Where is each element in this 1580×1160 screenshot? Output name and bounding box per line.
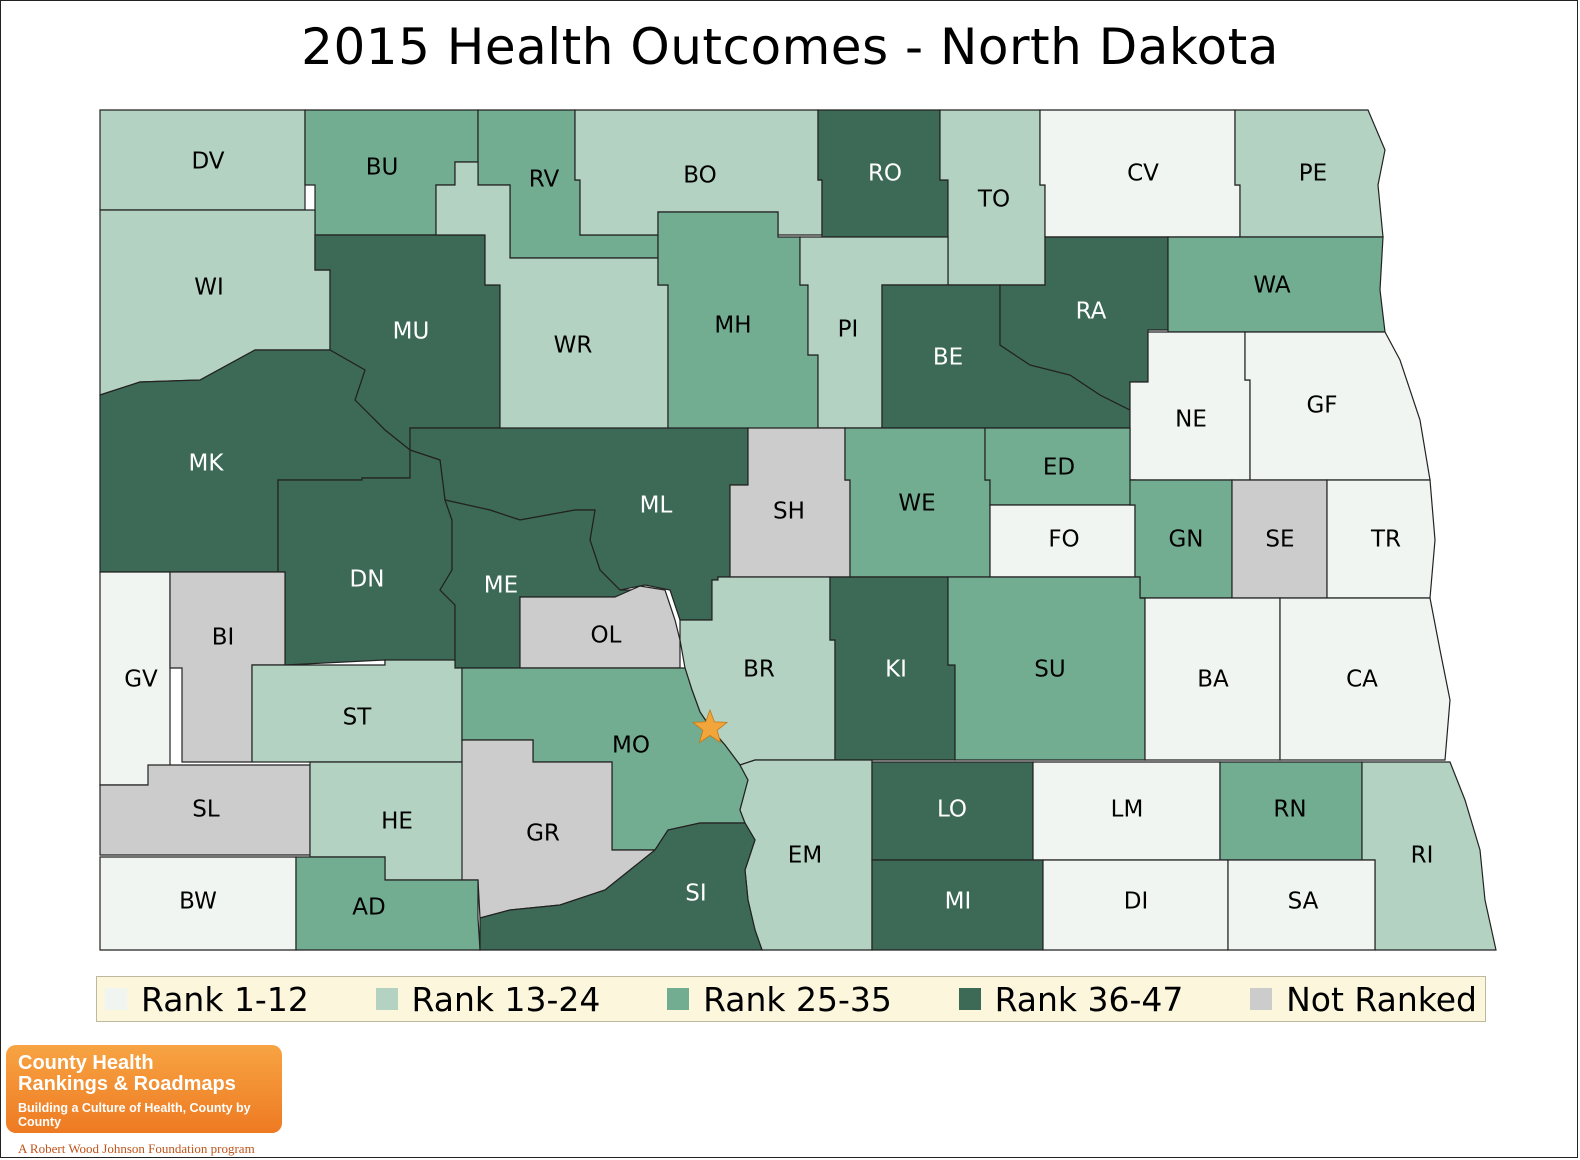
county-label-mi: MI (945, 889, 972, 915)
county-label-lo: LO (937, 797, 967, 823)
county-label-gf: GF (1306, 393, 1337, 419)
county-label-mh: MH (714, 313, 751, 339)
county-label-pi: PI (838, 317, 859, 343)
county-label-bu: BU (366, 155, 399, 181)
county-label-me: ME (484, 573, 518, 599)
county-label-ad: AD (352, 895, 385, 921)
county-label-mo: MO (612, 733, 650, 759)
county-label-rn: RN (1273, 797, 1306, 823)
county-label-cv: CV (1127, 161, 1159, 187)
logo-tagline: Building a Culture of Health, County by … (18, 1101, 251, 1129)
county-ca[interactable] (1279, 597, 1451, 761)
county-ba[interactable] (1140, 597, 1281, 761)
county-label-to: TO (977, 187, 1010, 213)
legend-swatch (958, 988, 981, 1010)
county-label-ca: CA (1346, 667, 1378, 693)
county-label-tr: TR (1370, 527, 1401, 553)
county-label-mu: MU (393, 319, 430, 345)
legend-item-rank-1-12: Rank 1-12 (105, 980, 309, 1019)
county-label-ri: RI (1411, 843, 1434, 869)
county-label-se: SE (1265, 527, 1294, 553)
county-ad[interactable] (295, 856, 481, 951)
county-tr[interactable] (1326, 479, 1436, 599)
county-label-ol: OL (591, 623, 622, 649)
county-label-bo: BO (683, 163, 716, 189)
county-label-su: SU (1034, 657, 1065, 683)
legend-label: Rank 25-35 (703, 979, 892, 1019)
county-label-dn: DN (350, 567, 385, 593)
legend-label: Rank 36-47 (994, 979, 1184, 1019)
county-label-he: HE (381, 809, 413, 835)
legend: Rank 1-12 Rank 13-24 Rank 25-35 Rank 36-… (96, 976, 1486, 1022)
legend-swatch (375, 988, 398, 1010)
map-title: 2015 Health Outcomes - North Dakota (301, 18, 1279, 76)
county-label-sl: SL (192, 797, 220, 823)
county-health-rankings-logo[interactable]: County Health Rankings & Roadmaps Buildi… (6, 1045, 282, 1133)
county-label-di: DI (1124, 889, 1149, 915)
county-label-rv: RV (529, 167, 560, 193)
capital-star-icon (691, 708, 729, 744)
county-label-ra: RA (1076, 299, 1107, 325)
logo-line-2: Rankings & Roadmaps (18, 1073, 236, 1095)
county-label-dv: DV (191, 149, 224, 175)
county-label-ki: KI (885, 657, 907, 683)
county-label-st: ST (343, 705, 373, 731)
county-label-ba: BA (1197, 667, 1229, 693)
county-label-ro: RO (868, 161, 902, 187)
county-si[interactable] (479, 822, 763, 951)
county-label-ne: NE (1175, 407, 1207, 433)
county-label-gv: GV (124, 667, 158, 693)
county-label-sa: SA (1288, 889, 1319, 915)
legend-label: Rank 1-12 (141, 979, 309, 1019)
logo-line-1: County Health (18, 1052, 154, 1074)
county-dn[interactable] (277, 449, 456, 669)
county-label-mk: MK (189, 451, 225, 477)
legend-swatch (105, 988, 127, 1010)
county-label-bi: BI (212, 625, 235, 651)
county-label-wi: WI (194, 275, 224, 301)
legend-item-rank-13-24: Rank 13-24 (375, 979, 601, 1019)
county-label-we: WE (898, 491, 935, 517)
county-label-wr: WR (554, 333, 593, 359)
legend-label: Not Ranked (1286, 979, 1477, 1019)
county-label-ml: ML (640, 493, 673, 519)
county-label-sh: SH (773, 499, 805, 525)
county-label-gn: GN (1168, 527, 1203, 553)
county-label-be: BE (933, 345, 963, 371)
county-label-bw: BW (179, 889, 217, 915)
legend-swatch (1250, 988, 1273, 1010)
logo-sponsor-text: A Robert Wood Johnson Foundation program (18, 1141, 255, 1156)
county-label-wa: WA (1253, 273, 1290, 299)
county-label-lm: LM (1111, 797, 1144, 823)
county-label-ed: ED (1043, 455, 1075, 481)
legend-item-rank-36-47: Rank 36-47 (958, 979, 1184, 1019)
county-label-pe: PE (1299, 161, 1327, 187)
county-label-si: SI (685, 881, 706, 907)
county-label-br: BR (743, 657, 775, 683)
legend-swatch (667, 988, 690, 1010)
county-label-em: EM (788, 843, 822, 869)
county-label-gr: GR (526, 821, 560, 847)
county-label-fo: FO (1048, 527, 1079, 553)
legend-label: Rank 13-24 (411, 979, 601, 1019)
labels-layer: DV BU RV BO RO TO CV PE WI MU WR MH PI B… (124, 149, 1433, 921)
county-wa[interactable] (1167, 236, 1386, 333)
county-sa[interactable] (1227, 859, 1376, 951)
legend-item-not-ranked: Not Ranked (1250, 980, 1477, 1019)
legend-item-rank-25-35: Rank 25-35 (667, 980, 892, 1019)
counties-layer (99, 109, 1497, 951)
